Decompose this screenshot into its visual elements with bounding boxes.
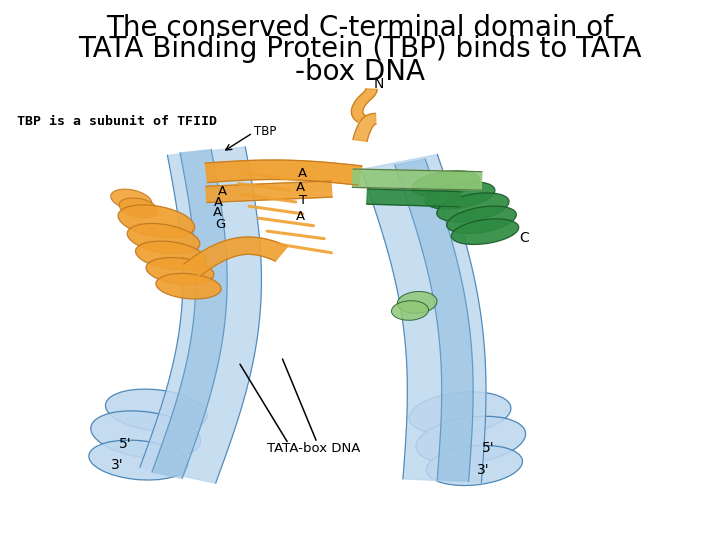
Polygon shape	[366, 189, 460, 207]
Text: 3': 3'	[477, 463, 489, 477]
Polygon shape	[184, 237, 287, 276]
Text: 5': 5'	[482, 441, 495, 455]
Ellipse shape	[118, 205, 194, 238]
Text: TATA Binding Protein (TBP) binds to TATA: TATA Binding Protein (TBP) binds to TATA	[78, 35, 642, 63]
Ellipse shape	[416, 416, 526, 464]
Text: TATA-box DNA: TATA-box DNA	[267, 442, 360, 455]
Polygon shape	[395, 159, 473, 481]
Text: A: A	[298, 167, 307, 180]
Text: T: T	[299, 194, 307, 207]
Ellipse shape	[412, 171, 480, 197]
Text: A: A	[218, 185, 228, 198]
Text: A: A	[296, 181, 305, 194]
Polygon shape	[353, 113, 376, 141]
Text: TBP is a subunit of TFIID: TBP is a subunit of TFIID	[17, 115, 217, 128]
Text: The conserved C-terminal domain of: The conserved C-terminal domain of	[107, 14, 613, 42]
Ellipse shape	[446, 206, 516, 233]
Ellipse shape	[397, 292, 437, 313]
Ellipse shape	[146, 258, 214, 285]
Text: A: A	[214, 196, 223, 209]
Polygon shape	[351, 89, 377, 122]
Ellipse shape	[437, 193, 509, 222]
Ellipse shape	[91, 411, 200, 458]
Polygon shape	[206, 181, 332, 202]
Text: A: A	[296, 210, 305, 222]
Ellipse shape	[425, 182, 495, 209]
Text: -box DNA: -box DNA	[295, 58, 425, 86]
Text: G: G	[215, 218, 225, 231]
Text: TBP: TBP	[254, 125, 276, 138]
Ellipse shape	[135, 241, 206, 270]
Text: 5': 5'	[120, 437, 132, 451]
Text: C: C	[519, 231, 529, 245]
Ellipse shape	[127, 224, 200, 254]
Ellipse shape	[426, 446, 523, 485]
Ellipse shape	[119, 198, 158, 218]
Polygon shape	[205, 160, 361, 185]
Polygon shape	[361, 154, 486, 482]
Polygon shape	[152, 150, 227, 478]
Ellipse shape	[106, 389, 207, 431]
Polygon shape	[353, 169, 482, 190]
Ellipse shape	[89, 440, 188, 480]
Text: N: N	[374, 77, 384, 91]
Text: 3': 3'	[111, 458, 123, 472]
Ellipse shape	[156, 273, 221, 299]
Ellipse shape	[111, 189, 152, 211]
Ellipse shape	[451, 219, 518, 245]
Polygon shape	[140, 147, 261, 483]
Ellipse shape	[409, 392, 511, 434]
Text: A: A	[212, 206, 222, 219]
Ellipse shape	[392, 301, 428, 320]
